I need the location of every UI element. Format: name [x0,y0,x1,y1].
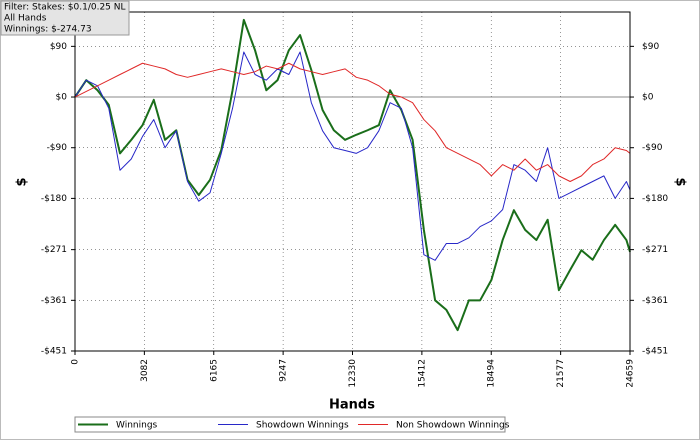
y-axis-label-right: $ [673,177,688,186]
y-tick-label: -$90 [47,143,68,153]
legend-label: Showdown Winnings [256,421,349,431]
y-tick-label-right: -$180 [642,194,668,204]
x-tick-label: 3082 [140,359,150,382]
series-line [74,51,631,261]
y-tick-label-right: $0 [642,93,654,103]
y-tick-label: -$271 [41,245,67,255]
filter-line: All Hands [4,14,47,24]
x-tick-label: 24659 [626,359,636,388]
y-tick-label: $0 [56,93,68,103]
filter-line: Winnings: $-274.73 [4,25,92,35]
y-tick-label: -$361 [41,296,67,306]
filter-box [0,0,130,36]
series-line [74,18,631,332]
x-axis-label: Hands [329,398,375,413]
y-tick-label-right: -$90 [642,143,663,153]
x-tick-label: 21577 [556,359,566,388]
y-tick-label-right: -$361 [642,296,668,306]
plot-border [74,11,631,352]
y-tick-label: $90 [50,42,67,52]
x-tick-label: 18494 [487,359,497,388]
legend-label: Non Showdown Winnings [396,421,510,431]
y-tick-label: -$451 [41,347,67,357]
x-tick-label: 6165 [209,359,219,382]
x-tick-label: 0 [71,359,81,365]
x-tick-label: 15412 [417,359,427,388]
filter-line: Filter: Stakes: $0.1/0.25 NL [4,3,126,13]
y-tick-label: -$180 [41,194,67,204]
y-tick-label-right: -$451 [642,347,668,357]
x-tick-label: 12330 [348,359,358,388]
legend-label: Winnings [116,421,158,431]
y-tick-label-right: $90 [642,42,659,52]
y-tick-label-right: -$271 [642,245,668,255]
x-tick-label: 9247 [279,359,289,382]
series-line [74,62,631,182]
y-axis-label: $ [15,177,30,186]
legend-box [74,416,506,433]
